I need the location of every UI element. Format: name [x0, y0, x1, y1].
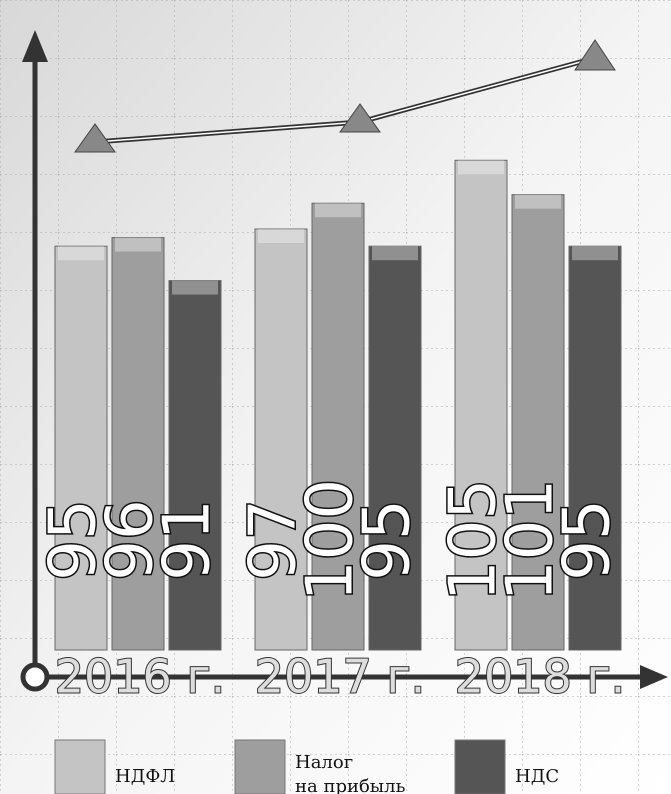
bar-cap	[458, 160, 504, 175]
bar-cap	[258, 229, 304, 244]
bar-cap	[315, 203, 361, 218]
x-tick-label: 2018 г.	[455, 650, 625, 704]
bar	[111, 237, 165, 651]
value-label: 101	[494, 479, 568, 601]
x-tick-label: 2017 г.	[255, 650, 425, 704]
value-label: 100	[294, 479, 368, 601]
legend-label: НДС	[515, 766, 559, 787]
bar-cap	[372, 246, 418, 261]
bar	[568, 245, 622, 651]
bar-cap	[572, 246, 618, 261]
bar	[511, 194, 565, 651]
bar-cap	[172, 280, 218, 295]
x-axis-arrow	[640, 665, 668, 689]
value-label: 95	[351, 499, 425, 580]
bar	[454, 159, 508, 651]
value-label: 95	[37, 499, 111, 580]
legend-label: Налог на прибыль	[295, 752, 406, 794]
legend-label: НДФЛ	[115, 766, 175, 787]
legend-swatch	[454, 739, 506, 794]
value-label: 96	[94, 499, 168, 580]
value-label: 97	[237, 499, 311, 580]
bar	[54, 245, 108, 651]
y-axis-arrow	[22, 30, 48, 62]
legend-swatch	[54, 739, 106, 794]
value-label: 95	[551, 499, 625, 580]
bar-cap	[115, 237, 161, 252]
x-tick-label: 2016 г.	[55, 650, 225, 704]
axis-origin	[20, 662, 50, 692]
bar	[368, 245, 422, 651]
bar-cap	[515, 194, 561, 209]
trend-markers	[74, 39, 616, 153]
bar	[254, 228, 308, 651]
bar	[168, 280, 222, 651]
legend-swatch	[234, 739, 286, 794]
value-label: 105	[437, 479, 511, 601]
value-label: 91	[151, 499, 225, 580]
bar-cap	[58, 246, 104, 261]
bar	[311, 202, 365, 651]
